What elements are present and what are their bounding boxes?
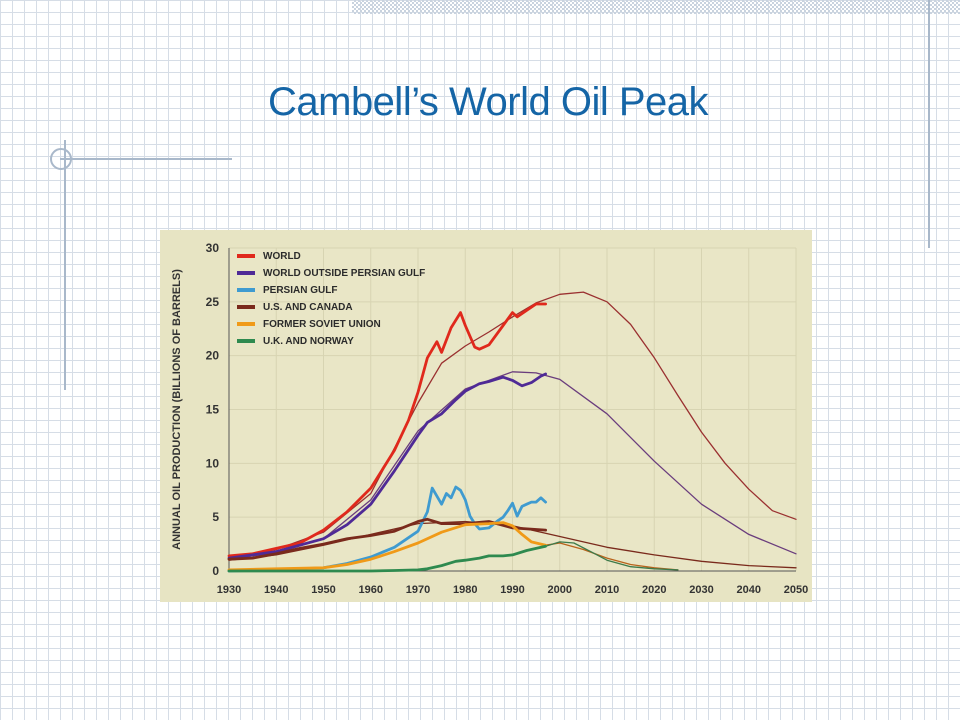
x-tick-label: 1930 <box>217 584 241 596</box>
x-tick-label: 2030 <box>689 584 713 596</box>
y-tick-label: 30 <box>206 241 220 255</box>
series-u-s-and-canada-actual <box>227 517 547 561</box>
series-world-actual <box>227 302 547 558</box>
x-tick-label: 1950 <box>311 584 335 596</box>
left-vertical-accent-line <box>64 140 66 390</box>
top-pattern-band <box>352 0 960 14</box>
x-tick-label: 2020 <box>642 584 666 596</box>
corner-circle-ornament <box>50 148 72 170</box>
legend-swatch <box>237 288 255 292</box>
x-tick-label: 1990 <box>500 584 524 596</box>
series-world-outside-persian-gulf-projection <box>228 371 797 560</box>
x-tick-label: 2040 <box>737 584 761 596</box>
legend-swatch <box>237 271 255 275</box>
legend-swatch <box>237 322 255 326</box>
left-accent-line <box>60 158 232 160</box>
legend-swatch <box>237 339 255 343</box>
legend-swatch <box>237 305 255 309</box>
x-tick-label: 2050 <box>784 584 808 596</box>
right-accent-line <box>928 0 930 248</box>
y-tick-label: 20 <box>206 349 220 363</box>
series-u-k-and-norway-projection <box>544 541 679 571</box>
legend-label: FORMER SOVIET UNION <box>263 319 381 330</box>
legend-label: PERSIAN GULF <box>263 285 337 296</box>
x-tick-label: 2000 <box>548 584 572 596</box>
y-tick-label: 15 <box>206 403 220 417</box>
series-former-soviet-union-actual <box>227 521 547 572</box>
y-tick-label: 10 <box>206 456 220 470</box>
x-tick-label: 2010 <box>595 584 619 596</box>
legend-label: WORLD OUTSIDE PERSIAN GULF <box>263 268 425 279</box>
x-tick-label: 1970 <box>406 584 430 596</box>
legend-label: WORLD <box>263 251 301 262</box>
legend-swatch <box>237 254 255 258</box>
y-tick-label: 25 <box>206 295 220 309</box>
y-tick-label: 5 <box>212 510 219 524</box>
x-tick-label: 1960 <box>359 584 383 596</box>
x-tick-label: 1980 <box>453 584 477 596</box>
chart-frame: 1930 1940 1950 1960 1970 1980 1990 2000 2010 2020… <box>160 230 812 602</box>
y-axis-label: ANNUAL OIL PRODUCTION (BILLIONS OF BARRE… <box>171 269 183 550</box>
x-tick-label: 1940 <box>264 584 288 596</box>
legend-label: U.S. AND CANADA <box>263 302 353 313</box>
slide-title: Cambell’s World Oil Peak <box>267 80 709 124</box>
legend-label: U.K. AND NORWAY <box>263 336 354 347</box>
y-tick-label: 0 <box>212 564 219 578</box>
series-persian-gulf-actual <box>227 485 547 573</box>
series-u-k-and-norway-actual <box>227 544 547 573</box>
oil-production-chart: 1930 1940 1950 1960 1970 1980 1990 2000 2010 2020… <box>171 241 808 596</box>
series-former-soviet-union-projection <box>544 542 679 571</box>
series-world-outside-persian-gulf-actual <box>227 372 547 560</box>
